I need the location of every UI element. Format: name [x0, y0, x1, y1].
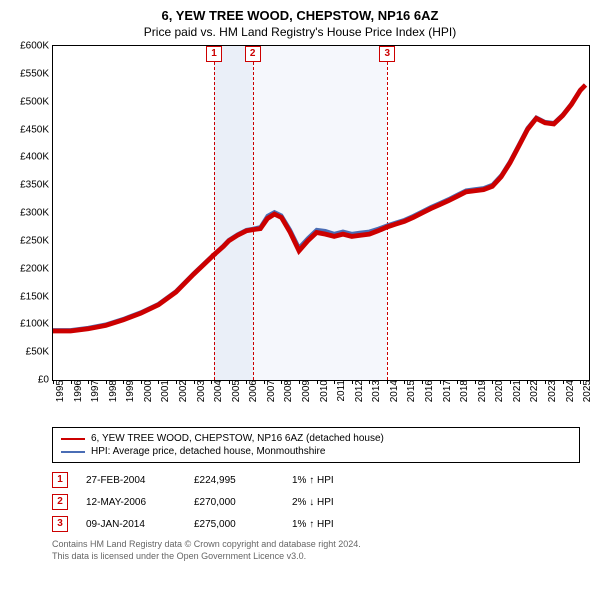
x-tick-label: 2008 [281, 380, 294, 402]
plot-outer: £0£50K£100K£150K£200K£250K£300K£350K£400… [52, 45, 590, 421]
legend-row: 6, YEW TREE WOOD, CHEPSTOW, NP16 6AZ (de… [61, 432, 571, 445]
x-tick-label: 1996 [71, 380, 84, 402]
sale-row-marker: 3 [52, 516, 68, 532]
x-tick-label: 2020 [492, 380, 505, 402]
x-tick-label: 2015 [404, 380, 417, 402]
chart-subtitle: Price paid vs. HM Land Registry's House … [0, 23, 600, 45]
x-tick-label: 2017 [440, 380, 453, 402]
x-tick-label: 2004 [211, 380, 224, 402]
x-tick-label: 2014 [387, 380, 400, 402]
legend-swatch [61, 451, 85, 453]
sale-row-marker: 2 [52, 494, 68, 510]
sale-marker-flag: 3 [379, 46, 395, 62]
attribution: Contains HM Land Registry data © Crown c… [52, 539, 580, 562]
x-tick-label: 2022 [527, 380, 540, 402]
sale-dot [384, 225, 390, 229]
line-chart-svg [53, 46, 589, 380]
sale-delta: 1% ↑ HPI [292, 519, 392, 530]
x-tick-label: 2009 [299, 380, 312, 402]
sale-price: £275,000 [194, 519, 274, 530]
sale-date: 27-FEB-2004 [86, 475, 176, 486]
legend-label: 6, YEW TREE WOOD, CHEPSTOW, NP16 6AZ (de… [91, 433, 384, 444]
x-tick-label: 2010 [317, 380, 330, 402]
x-tick-label: 2019 [475, 380, 488, 402]
legend-row: HPI: Average price, detached house, Monm… [61, 445, 571, 458]
x-tick-label: 2005 [229, 380, 242, 402]
legend-label: HPI: Average price, detached house, Monm… [91, 446, 325, 457]
y-tick-label: £100K [20, 319, 53, 330]
y-tick-label: £150K [20, 291, 53, 302]
y-tick-label: £50K [26, 347, 53, 358]
sale-row: 1 27-FEB-2004 £224,995 1% ↑ HPI [52, 469, 580, 491]
y-tick-label: £500K [20, 96, 53, 107]
y-tick-label: £400K [20, 152, 53, 163]
y-tick-label: £300K [20, 208, 53, 219]
legend-swatch [61, 438, 85, 440]
x-tick-label: 2000 [141, 380, 154, 402]
attribution-line: Contains HM Land Registry data © Crown c… [52, 539, 580, 551]
x-tick-label: 2023 [545, 380, 558, 402]
x-tick-label: 2016 [422, 380, 435, 402]
y-tick-label: £350K [20, 180, 53, 191]
x-tick-label: 1998 [106, 380, 119, 402]
sale-delta: 1% ↑ HPI [292, 475, 392, 486]
x-tick-label: 2003 [194, 380, 207, 402]
sale-price: £270,000 [194, 497, 274, 508]
attribution-line: This data is licensed under the Open Gov… [52, 551, 580, 563]
x-tick-label: 2024 [563, 380, 576, 402]
x-tick-label: 2002 [176, 380, 189, 402]
y-tick-label: £550K [20, 68, 53, 79]
x-tick-label: 1999 [123, 380, 136, 402]
legend-box: 6, YEW TREE WOOD, CHEPSTOW, NP16 6AZ (de… [52, 427, 580, 463]
sale-date: 12-MAY-2006 [86, 497, 176, 508]
y-tick-label: £600K [20, 41, 53, 52]
x-tick-label: 2001 [158, 380, 171, 402]
x-tick-label: 1997 [88, 380, 101, 402]
sales-table: 1 27-FEB-2004 £224,995 1% ↑ HPI 2 12-MAY-2006… [52, 469, 580, 535]
x-tick-label: 2018 [457, 380, 470, 402]
chart-container: 6, YEW TREE WOOD, CHEPSTOW, NP16 6AZ Pri… [0, 0, 600, 562]
x-tick-label: 2006 [246, 380, 259, 402]
sale-row: 3 09-JAN-2014 £275,000 1% ↑ HPI [52, 513, 580, 535]
x-tick-label: 2007 [264, 380, 277, 402]
x-tick-label: 2012 [352, 380, 365, 402]
x-tick-label: 2025 [580, 380, 593, 402]
y-tick-label: £0 [38, 375, 53, 386]
sale-price: £224,995 [194, 475, 274, 486]
sale-delta: 2% ↓ HPI [292, 497, 392, 508]
sale-dot [249, 228, 255, 232]
sale-row-marker: 1 [52, 472, 68, 488]
y-tick-label: £450K [20, 124, 53, 135]
sale-row: 2 12-MAY-2006 £270,000 2% ↓ HPI [52, 491, 580, 513]
sale-marker-flag: 1 [206, 46, 222, 62]
x-tick-label: 2013 [369, 380, 382, 402]
x-tick-label: 1995 [53, 380, 66, 402]
series-price_paid [53, 85, 585, 331]
plot-area: £0£50K£100K£150K£200K£250K£300K£350K£400… [52, 45, 590, 381]
x-tick-label: 2021 [510, 380, 523, 402]
y-tick-label: £200K [20, 263, 53, 274]
series-hpi [53, 85, 585, 330]
sale-marker-flag: 2 [245, 46, 261, 62]
x-tick-label: 2011 [334, 380, 347, 402]
y-tick-label: £250K [20, 235, 53, 246]
sale-dot [211, 253, 217, 257]
chart-title: 6, YEW TREE WOOD, CHEPSTOW, NP16 6AZ [0, 0, 600, 23]
sale-date: 09-JAN-2014 [86, 519, 176, 530]
